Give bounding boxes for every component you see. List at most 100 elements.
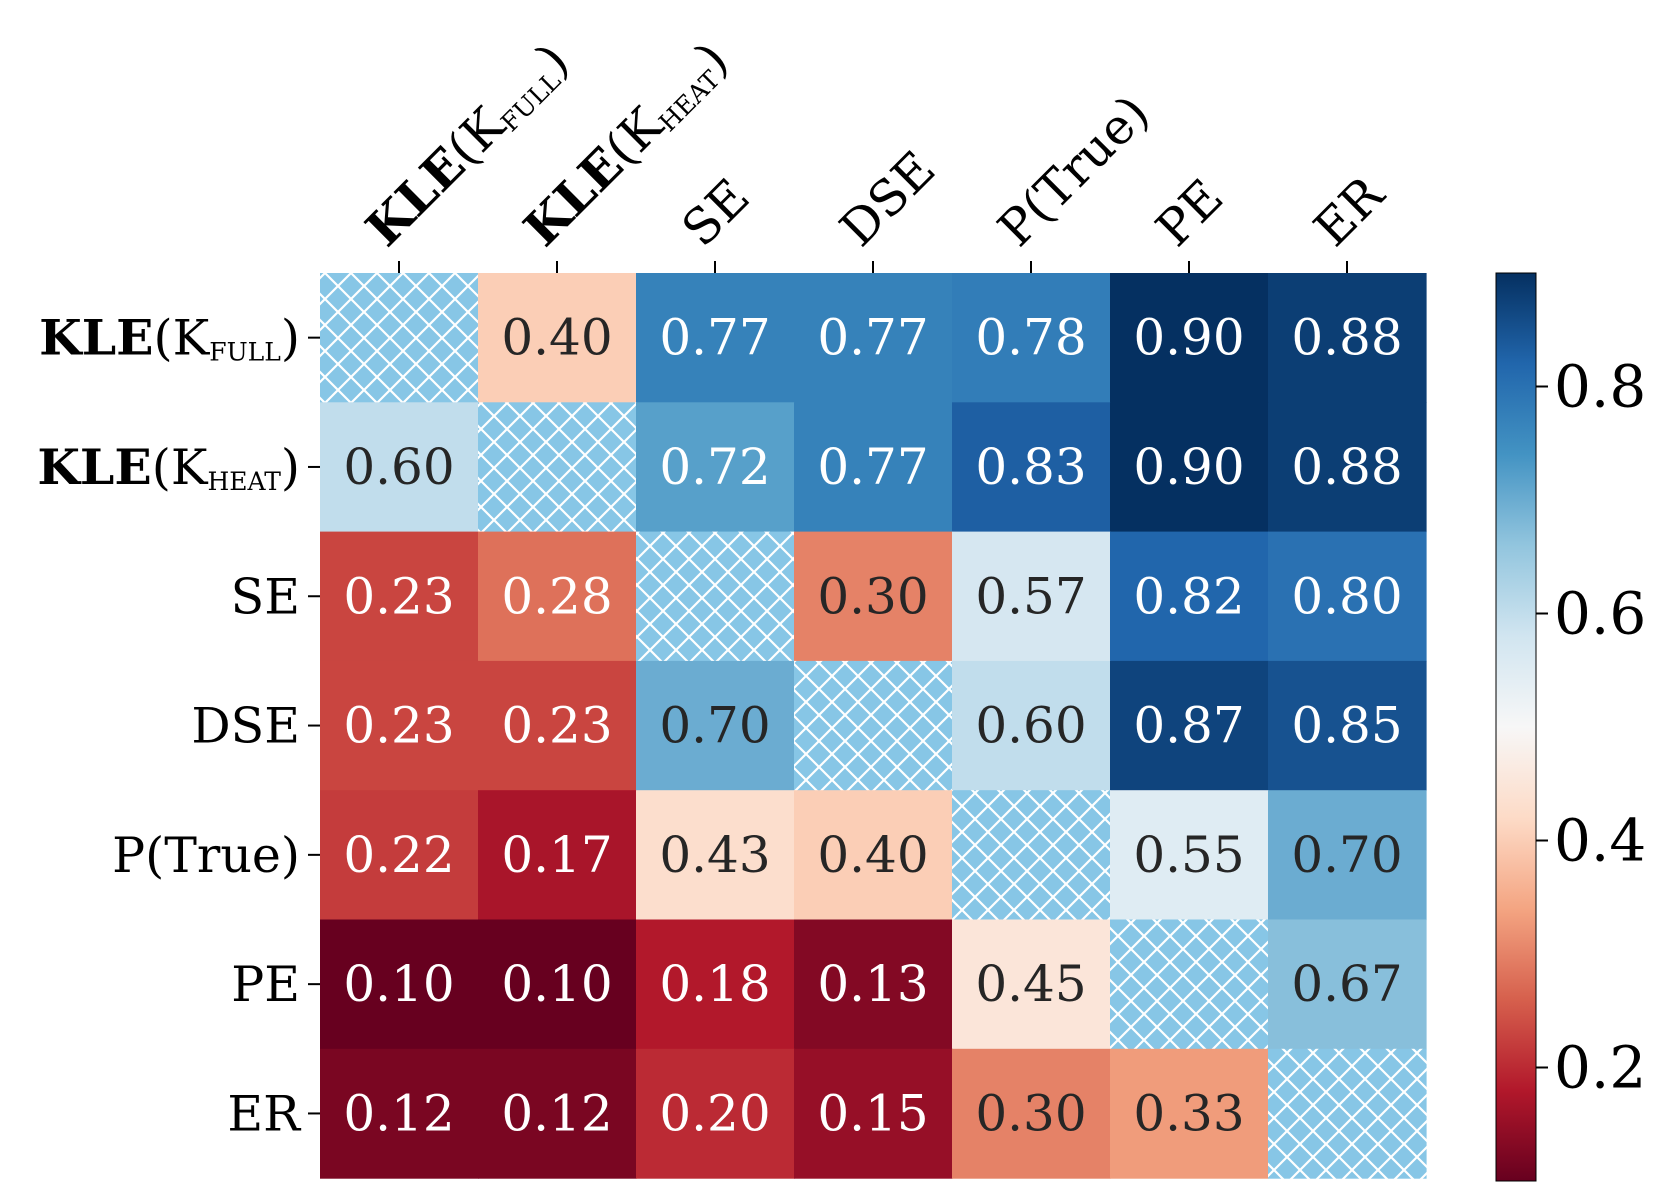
heatmap-value-label-5-6: 0.67: [1291, 955, 1402, 1013]
heatmap-value-label-6-5: 0.33: [1133, 1084, 1244, 1142]
heatmap-cell-6-1: [478, 1048, 637, 1179]
heatmap-cell-2-6: [1268, 531, 1427, 662]
heatmap-cell-0-5: [1110, 273, 1269, 403]
heatmap-cell-4-6: [1268, 790, 1427, 921]
heatmap-value-label-5-3: 0.13: [817, 955, 928, 1013]
heatmap-value-label-2-3: 0.30: [817, 567, 928, 625]
heatmap-value-label-3-1: 0.23: [501, 697, 612, 755]
heatmap-value-label-3-2: 0.70: [659, 697, 770, 755]
heatmap-cell-0-1: [478, 273, 637, 403]
colorbar: 0.2 0.4 0.6 0.8: [1495, 272, 1646, 1182]
heatmap-cell-2-0: [320, 531, 479, 662]
heatmap-cell-3-4: [952, 660, 1111, 791]
x-tick-label-5: PE: [1145, 169, 1234, 258]
heatmap-cell-1-3: [794, 402, 953, 533]
heatmap-value-labels: 0.40 0.77 0.77 0.78 0.90 0.88 0.60 0.72 0.77 0.83…: [343, 309, 1402, 1143]
heatmap-value-label-1-5: 0.90: [1133, 438, 1244, 496]
heatmap-cell-6-0: [320, 1048, 479, 1179]
heatmap-value-label-2-4: 0.57: [975, 567, 1086, 625]
heatmap-cell-4-5: [1110, 790, 1269, 921]
heatmap-cell-diagonal-2-2: [636, 531, 795, 662]
heatmap-cell-0-2: [636, 273, 795, 403]
y-tick-label-0: KLE(KFULL): [39, 309, 300, 367]
heatmap-value-label-2-0: 0.23: [343, 567, 454, 625]
y-tick-label-5: PE: [231, 956, 300, 1013]
y-tick-label-6: ER: [227, 1085, 302, 1142]
x-tick-label-6: ER: [1303, 164, 1396, 257]
heatmap-cell-5-4: [952, 919, 1111, 1050]
heatmap-value-label-0-3: 0.77: [817, 309, 928, 367]
heatmap-cell-3-2: [636, 660, 795, 791]
colorbar-tick-label-0: 0.2: [1554, 1034, 1646, 1102]
heatmap-value-label-6-1: 0.12: [501, 1084, 612, 1142]
x-tick-label-3: DSE: [829, 140, 946, 257]
heatmap-cell-3-0: [320, 660, 479, 791]
heatmap-value-label-1-4: 0.83: [975, 438, 1086, 496]
heatmap-value-label-4-1: 0.17: [501, 826, 612, 884]
x-tick-label-4: P(True): [987, 84, 1160, 257]
heatmap-value-label-0-2: 0.77: [659, 309, 770, 367]
heatmap-value-label-6-4: 0.30: [975, 1084, 1086, 1142]
heatmap-value-label-4-3: 0.40: [817, 826, 928, 884]
heatmap-value-label-0-6: 0.88: [1291, 309, 1402, 367]
heatmap-cell-1-0: [320, 402, 479, 533]
heatmap-cell-5-1: [478, 919, 637, 1050]
heatmap-cell-diagonal-3-3: [794, 660, 953, 791]
heatmap-cell-1-6: [1268, 402, 1427, 533]
heatmap-cell-1-4: [952, 402, 1111, 533]
heatmap-value-label-3-6: 0.85: [1291, 697, 1402, 755]
heatmap-value-label-5-0: 0.10: [343, 955, 454, 1013]
heatmap-cell-5-0: [320, 919, 479, 1050]
y-tick-label-3: DSE: [191, 698, 300, 755]
heatmap-value-label-6-2: 0.20: [659, 1084, 770, 1142]
heatmap-cell-diagonal-1-1: [478, 402, 637, 533]
x-tick-label-2: SE: [671, 168, 760, 257]
heatmap-cell-4-2: [636, 790, 795, 921]
heatmap-value-label-1-6: 0.88: [1291, 438, 1402, 496]
heatmap-cell-2-3: [794, 531, 953, 662]
heatmap-cell-6-5: [1110, 1048, 1269, 1179]
heatmap-value-label-1-0: 0.60: [343, 438, 454, 496]
heatmap-cell-0-6: [1268, 273, 1427, 403]
heatmap-value-label-0-5: 0.90: [1133, 309, 1244, 367]
heatmap-value-label-3-4: 0.60: [975, 697, 1086, 755]
heatmap-value-label-3-0: 0.23: [343, 697, 454, 755]
heatmap-value-label-4-2: 0.43: [659, 826, 770, 884]
heatmap-cell-6-4: [952, 1048, 1111, 1179]
heatmap-cell-2-4: [952, 531, 1111, 662]
colorbar-tick-label-3: 0.8: [1554, 353, 1646, 421]
heatmap-cell-5-2: [636, 919, 795, 1050]
heatmap-value-label-2-1: 0.28: [501, 567, 612, 625]
heatmap-cell-5-3: [794, 919, 953, 1050]
heatmap-value-label-4-0: 0.22: [343, 826, 454, 884]
heatmap-value-label-0-4: 0.78: [975, 309, 1086, 367]
colorbar-tick-label-1: 0.4: [1554, 807, 1646, 875]
heatmap-cell-diagonal-0-0: [320, 273, 479, 403]
heatmap-cell-4-3: [794, 790, 953, 921]
heatmap-cell-4-0: [320, 790, 479, 921]
heatmap-cell-0-4: [952, 273, 1111, 403]
y-tick-label-2: SE: [231, 568, 300, 625]
x-axis: KLE(KFULL)KLE(KHEAT)SE DSE P(True)PE ER: [354, 31, 1396, 273]
colorbar-tick-label-2: 0.6: [1554, 580, 1646, 648]
heatmap-cell-1-2: [636, 402, 795, 533]
heatmap-value-label-0-1: 0.40: [501, 309, 612, 367]
heatmap-cells: [320, 273, 1427, 1179]
heatmap-cell-1-5: [1110, 402, 1269, 533]
heatmap-cell-2-5: [1110, 531, 1269, 662]
heatmap-value-label-5-2: 0.18: [659, 955, 770, 1013]
heatmap-cell-3-1: [478, 660, 637, 791]
heatmap-cell-diagonal-5-5: [1110, 919, 1269, 1050]
heatmap-value-label-3-5: 0.87: [1133, 697, 1244, 755]
heatmap-value-label-4-6: 0.70: [1291, 826, 1402, 884]
heatmap-value-label-5-4: 0.45: [975, 955, 1086, 1013]
heatmap-cell-5-6: [1268, 919, 1427, 1050]
colorbar-bar: [1495, 272, 1537, 1182]
heatmap-cell-6-3: [794, 1048, 953, 1179]
heatmap-value-label-2-5: 0.82: [1133, 567, 1244, 625]
heatmap-value-label-6-3: 0.15: [817, 1084, 928, 1142]
y-axis: KLE(KFULL) KLE(KHEAT) SE DSE P(True) PE ER: [37, 309, 320, 1142]
heatmap-cell-2-1: [478, 531, 637, 662]
heatmap-cell-4-1: [478, 790, 637, 921]
